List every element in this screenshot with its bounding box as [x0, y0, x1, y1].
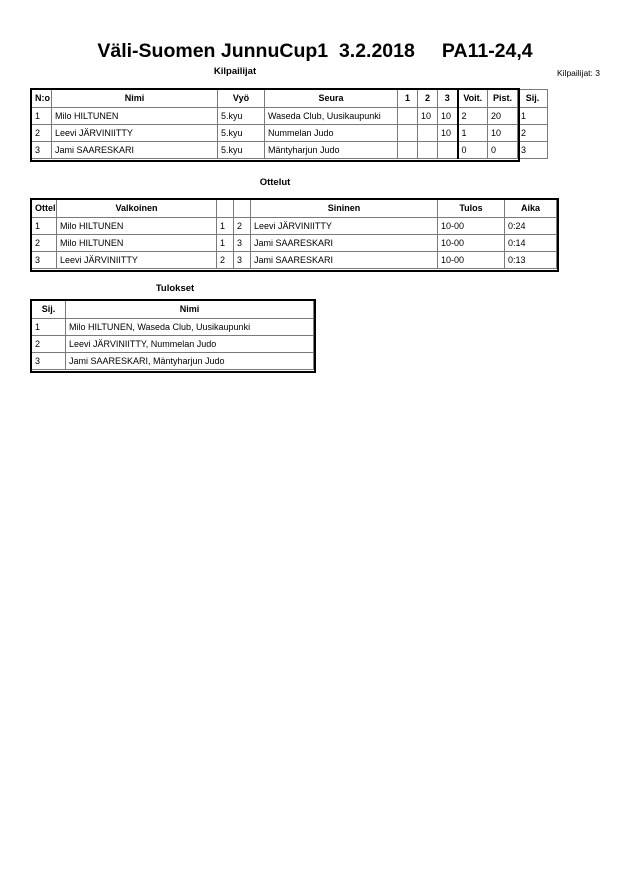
table-row[interactable]: 2 Leevi JÄRVINIITTY 5.kyu Nummelan Judo …	[31, 124, 548, 142]
cell-time: 0:13	[504, 251, 557, 269]
cell-result: 10-00	[437, 217, 505, 235]
col-header-belt: Vyö	[217, 89, 265, 108]
cell-m1	[397, 124, 418, 142]
cell-name: Jami SAARESKARI	[51, 141, 218, 159]
table-row[interactable]: 3 Jami SAARESKARI, Mäntyharjun Judo	[31, 352, 314, 370]
cell-belt: 5.kyu	[217, 141, 265, 159]
cell-result: 10-00	[437, 234, 505, 252]
table-row[interactable]: 2 Leevi JÄRVINIITTY, Nummelan Judo	[31, 335, 314, 353]
col-header-blue-no	[233, 199, 251, 218]
cell-name: Milo HILTUNEN, Waseda Club, Uusikaupunki	[65, 318, 314, 336]
cell-no: 3	[31, 141, 52, 159]
cell-result: 10-00	[437, 251, 505, 269]
cell-white: Milo HILTUNEN	[56, 234, 217, 252]
cell-name: Leevi JÄRVINIITTY, Nummelan Judo	[65, 335, 314, 353]
col-header-result: Tulos	[437, 199, 505, 218]
cell-m3	[437, 141, 458, 159]
table-row[interactable]: 1 Milo HILTUNEN, Waseda Club, Uusikaupun…	[31, 318, 314, 336]
cell-belt: 5.kyu	[217, 107, 265, 125]
table-header-row: Ottelu Valkoinen Sininen Tulos Aika	[31, 199, 557, 218]
competitors-table: N:o Nimi Vyö Seura 1 2 3 Voit. Pist. Sij…	[31, 89, 548, 159]
cell-rank: 2	[31, 335, 66, 353]
col-header-m2: 2	[417, 89, 438, 108]
cell-time: 0:24	[504, 217, 557, 235]
cell-blue: Jami SAARESKARI	[250, 234, 438, 252]
table-header-row: N:o Nimi Vyö Seura 1 2 3 Voit. Pist. Sij…	[31, 89, 548, 108]
table-header-row: Sij. Nimi	[31, 300, 314, 319]
cell-blue-no: 3	[233, 234, 251, 252]
cell-match: 3	[31, 251, 57, 269]
cell-m1	[397, 107, 418, 125]
cell-points: 20	[487, 107, 518, 125]
cell-white: Milo HILTUNEN	[56, 217, 217, 235]
results-table: Sij. Nimi 1 Milo HILTUNEN, Waseda Club, …	[31, 300, 314, 370]
cell-points: 0	[487, 141, 518, 159]
col-header-name: Nimi	[51, 89, 218, 108]
cell-match: 2	[31, 234, 57, 252]
cell-no: 1	[31, 107, 52, 125]
section-caption-competitors: Kilpailijat	[213, 66, 257, 77]
cell-points: 10	[487, 124, 518, 142]
cell-m3: 10	[437, 107, 458, 125]
col-header-time: Aika	[504, 199, 557, 218]
cell-rank: 2	[517, 124, 548, 142]
col-header-no: N:o	[31, 89, 52, 108]
page-title: Väli-Suomen JunnuCup1 3.2.2018 PA11-24,4	[97, 40, 533, 62]
col-header-rank: Sij.	[31, 300, 66, 319]
cell-club: Waseda Club, Uusikaupunki	[264, 107, 398, 125]
cell-club: Nummelan Judo	[264, 124, 398, 142]
cell-white-no: 2	[216, 251, 234, 269]
cell-blue-no: 3	[233, 251, 251, 269]
section-caption-results: Tulokset	[155, 283, 195, 294]
cell-rank: 1	[31, 318, 66, 336]
table-row[interactable]: 3 Leevi JÄRVINIITTY 2 3 Jami SAARESKARI …	[31, 251, 557, 269]
table-row[interactable]: 1 Milo HILTUNEN 5.kyu Waseda Club, Uusik…	[31, 107, 548, 125]
col-header-points: Pist.	[487, 89, 518, 108]
cell-m2: 10	[417, 107, 438, 125]
cell-wins: 1	[456, 124, 488, 142]
cell-white-no: 1	[216, 234, 234, 252]
col-header-white-no	[216, 199, 234, 218]
cell-white-no: 1	[216, 217, 234, 235]
cell-wins: 2	[456, 107, 488, 125]
section-caption-matches: Ottelut	[259, 177, 291, 188]
cell-name: Milo HILTUNEN	[51, 107, 218, 125]
competitor-count-label: Kilpailijat: 3	[557, 68, 600, 78]
cell-rank: 3	[31, 352, 66, 370]
cell-blue-no: 2	[233, 217, 251, 235]
col-header-m3: 3	[437, 89, 458, 108]
cell-belt: 5.kyu	[217, 124, 265, 142]
matches-table: Ottelu Valkoinen Sininen Tulos Aika 1 Mi…	[31, 199, 557, 269]
col-header-club: Seura	[264, 89, 398, 108]
col-header-m1: 1	[397, 89, 418, 108]
cell-rank: 1	[517, 107, 548, 125]
cell-rank: 3	[517, 141, 548, 159]
cell-name: Leevi JÄRVINIITTY	[51, 124, 218, 142]
cell-time: 0:14	[504, 234, 557, 252]
cell-blue: Jami SAARESKARI	[250, 251, 438, 269]
table-row[interactable]: 3 Jami SAARESKARI 5.kyu Mäntyharjun Judo…	[31, 141, 548, 159]
cell-name: Jami SAARESKARI, Mäntyharjun Judo	[65, 352, 314, 370]
cell-blue: Leevi JÄRVINIITTY	[250, 217, 438, 235]
col-header-blue: Sininen	[250, 199, 438, 218]
table-row[interactable]: 2 Milo HILTUNEN 1 3 Jami SAARESKARI 10-0…	[31, 234, 557, 252]
cell-white: Leevi JÄRVINIITTY	[56, 251, 217, 269]
col-header-white: Valkoinen	[56, 199, 217, 218]
table-row[interactable]: 1 Milo HILTUNEN 1 2 Leevi JÄRVINIITTY 10…	[31, 217, 557, 235]
cell-m2	[417, 141, 438, 159]
cell-match: 1	[31, 217, 57, 235]
col-header-rank: Sij.	[517, 89, 548, 108]
cell-m1	[397, 141, 418, 159]
col-header-match: Ottelu	[31, 199, 57, 218]
col-header-wins: Voit.	[456, 89, 488, 108]
cell-club: Mäntyharjun Judo	[264, 141, 398, 159]
cell-m3: 10	[437, 124, 458, 142]
col-header-name: Nimi	[65, 300, 314, 319]
cell-no: 2	[31, 124, 52, 142]
cell-wins: 0	[456, 141, 488, 159]
cell-m2	[417, 124, 438, 142]
